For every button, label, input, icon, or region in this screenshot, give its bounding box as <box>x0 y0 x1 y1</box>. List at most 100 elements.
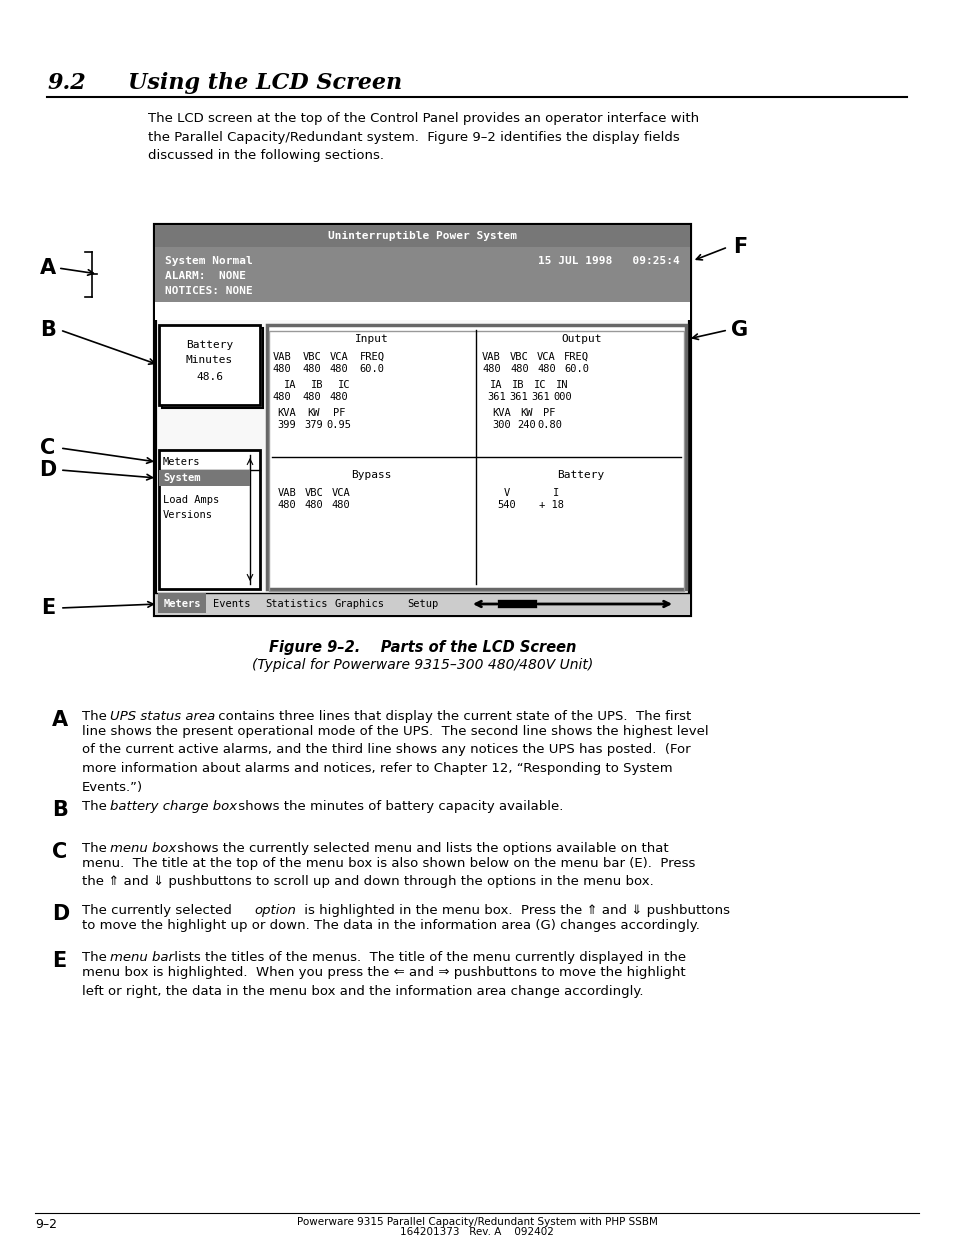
Text: menu.  The title at the top of the menu box is also shown below on the menu bar : menu. The title at the top of the menu b… <box>82 857 695 888</box>
Text: PF: PF <box>333 408 345 417</box>
Text: 361: 361 <box>531 391 549 403</box>
Text: VCA: VCA <box>537 352 556 362</box>
Text: battery charge box: battery charge box <box>110 800 237 813</box>
Text: UPS status area: UPS status area <box>110 710 215 722</box>
Bar <box>162 329 263 408</box>
Text: lists the titles of the menus.  The title of the menu currently displayed in the: lists the titles of the menus. The title… <box>170 951 685 965</box>
Text: E: E <box>41 598 55 618</box>
Text: (Typical for Powerware 9315–300 480/480V Unit): (Typical for Powerware 9315–300 480/480V… <box>252 658 593 672</box>
Text: 361: 361 <box>509 391 527 403</box>
Bar <box>159 450 260 589</box>
Text: The: The <box>82 842 111 855</box>
Text: FREQ: FREQ <box>359 352 384 362</box>
Text: Uninterruptible Power System: Uninterruptible Power System <box>328 231 517 241</box>
Bar <box>159 325 260 405</box>
Text: PF: PF <box>542 408 556 417</box>
Text: VAB: VAB <box>277 488 296 498</box>
Text: Versions: Versions <box>163 510 213 520</box>
Text: 480: 480 <box>304 500 323 510</box>
Text: IB: IB <box>512 380 524 390</box>
Text: IN: IN <box>556 380 568 390</box>
Text: 48.6: 48.6 <box>195 372 223 382</box>
Text: 60.0: 60.0 <box>359 364 384 374</box>
Text: Powerware 9315 Parallel Capacity/Redundant System with PHP SSBM: Powerware 9315 Parallel Capacity/Redunda… <box>296 1216 657 1228</box>
Text: Meters: Meters <box>163 457 200 467</box>
Text: A: A <box>52 710 68 730</box>
Text: I: I <box>553 488 559 498</box>
Text: The: The <box>82 800 111 813</box>
Text: Load Amps: Load Amps <box>163 495 219 505</box>
Text: IC: IC <box>337 380 350 390</box>
Bar <box>159 471 250 487</box>
Text: to move the highlight up or down. The data in the information area (G) changes a: to move the highlight up or down. The da… <box>82 919 700 932</box>
Text: line shows the present operational mode of the UPS.  The second line shows the h: line shows the present operational mode … <box>82 725 708 794</box>
Text: menu bar: menu bar <box>110 951 173 965</box>
Text: The LCD screen at the top of the Control Panel provides an operator interface wi: The LCD screen at the top of the Control… <box>148 112 699 162</box>
Text: 300: 300 <box>492 420 511 430</box>
Text: Output: Output <box>560 333 601 345</box>
Text: 15 JUL 1998   09:25:4: 15 JUL 1998 09:25:4 <box>537 256 679 266</box>
Text: G: G <box>731 320 748 340</box>
Text: B: B <box>40 320 56 340</box>
Text: IA: IA <box>283 380 296 390</box>
Bar <box>154 225 689 615</box>
Text: Setup: Setup <box>407 599 437 609</box>
Text: + 18: + 18 <box>538 500 563 510</box>
Text: C: C <box>52 842 67 862</box>
Bar <box>154 593 689 615</box>
Text: 480: 480 <box>332 500 350 510</box>
Text: A: A <box>40 258 56 278</box>
Text: Graphics: Graphics <box>335 599 385 609</box>
Text: F: F <box>732 237 746 257</box>
Text: Battery: Battery <box>186 340 233 350</box>
Text: VAB: VAB <box>481 352 500 362</box>
Text: Meters: Meters <box>163 599 200 609</box>
Bar <box>269 331 683 592</box>
Bar <box>154 303 689 320</box>
Text: IC: IC <box>534 380 546 390</box>
Text: VCA: VCA <box>332 488 350 498</box>
Text: 399: 399 <box>277 420 296 430</box>
Text: C: C <box>40 438 55 458</box>
Text: Figure 9–2.    Parts of the LCD Screen: Figure 9–2. Parts of the LCD Screen <box>269 640 576 655</box>
Text: System Normal: System Normal <box>165 256 253 266</box>
Text: Minutes: Minutes <box>186 354 233 366</box>
Text: 361: 361 <box>487 391 505 403</box>
Text: VAB: VAB <box>273 352 291 362</box>
Text: 480: 480 <box>330 391 348 403</box>
Text: shows the minutes of battery capacity available.: shows the minutes of battery capacity av… <box>233 800 563 813</box>
Text: KW: KW <box>308 408 320 417</box>
Text: System: System <box>163 473 200 483</box>
Text: 9–2: 9–2 <box>35 1219 57 1231</box>
Text: 0.80: 0.80 <box>537 420 561 430</box>
Text: KW: KW <box>519 408 532 417</box>
Text: FREQ: FREQ <box>563 352 588 362</box>
Text: 240: 240 <box>517 420 536 430</box>
Text: D: D <box>39 459 56 480</box>
Text: is highlighted in the menu box.  Press the ⇑ and ⇓ pushbuttons: is highlighted in the menu box. Press th… <box>299 904 729 918</box>
Text: contains three lines that display the current state of the UPS.  The first: contains three lines that display the cu… <box>213 710 691 722</box>
Bar <box>158 593 206 613</box>
Text: E: E <box>52 951 66 971</box>
Text: 9.2: 9.2 <box>47 72 86 94</box>
Text: 480: 480 <box>510 364 528 374</box>
Text: menu box: menu box <box>110 842 176 855</box>
Text: IA: IA <box>490 380 502 390</box>
Text: VBC: VBC <box>304 488 323 498</box>
Text: Input: Input <box>355 333 388 345</box>
Text: 0.95: 0.95 <box>326 420 351 430</box>
Text: 480: 480 <box>481 364 500 374</box>
Text: Statistics: Statistics <box>265 599 327 609</box>
Text: 379: 379 <box>304 420 323 430</box>
Text: 480: 480 <box>277 500 296 510</box>
Text: ALARM:  NONE: ALARM: NONE <box>165 270 246 282</box>
Text: Bypass: Bypass <box>351 471 392 480</box>
Bar <box>154 225 689 247</box>
Text: 480: 480 <box>273 364 291 374</box>
Text: V: V <box>503 488 509 498</box>
Text: VBC: VBC <box>510 352 528 362</box>
Text: 480: 480 <box>302 391 321 403</box>
Text: The: The <box>82 951 111 965</box>
Text: Battery: Battery <box>558 471 604 480</box>
Text: 480: 480 <box>537 364 556 374</box>
